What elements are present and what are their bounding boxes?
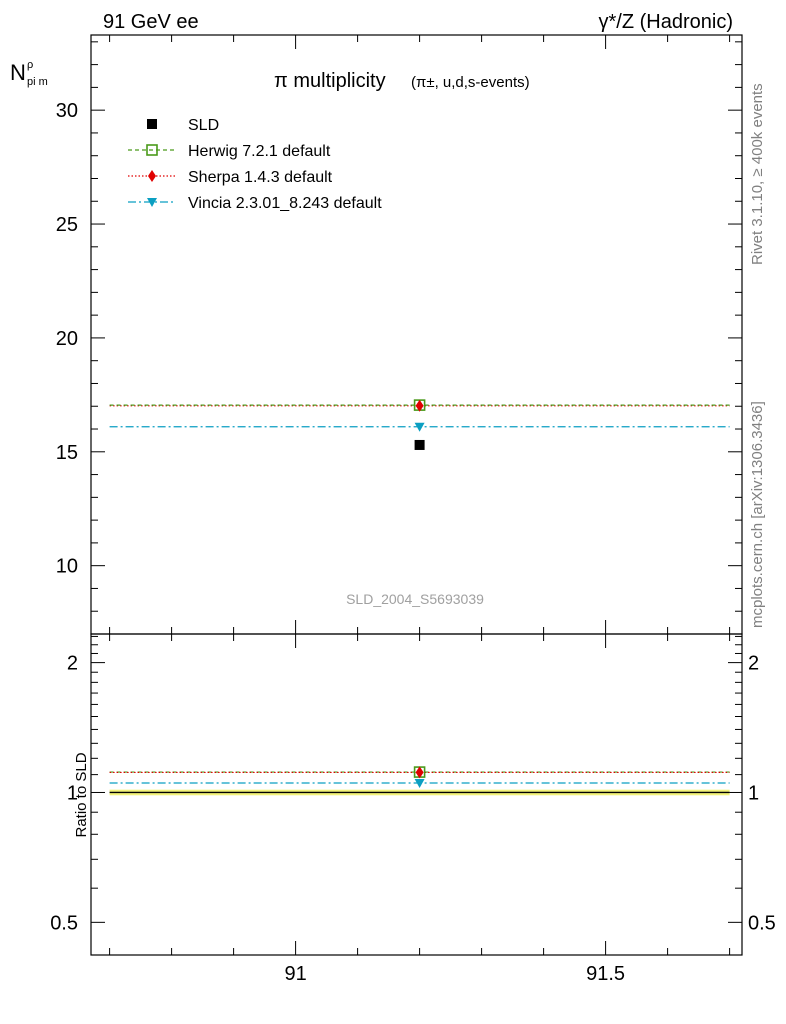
chart-title: π multiplicity (π±, u,d,s-events) — [274, 70, 530, 92]
ratio-series-point — [414, 778, 425, 788]
legend-marker — [147, 119, 157, 129]
ratio-uncertainty-band — [109, 789, 730, 796]
x-tick-label: 91.5 — [586, 963, 625, 985]
ratio-y-tick-label-right: 0.5 — [748, 912, 776, 934]
series-point — [414, 439, 425, 450]
legend-marker — [148, 170, 156, 182]
y-tick-label: 10 — [56, 556, 78, 578]
ratio-y-tick-label-right: 2 — [748, 653, 759, 675]
legend-marker — [146, 144, 158, 156]
legend: SLD Herwig 7.2.1 default Sherpa 1.4.3 defa… — [128, 117, 382, 212]
legend-label: SLD — [188, 117, 219, 134]
legend-marker — [147, 198, 157, 207]
legend-label: Vincia 2.3.01_8.243 default — [188, 195, 382, 212]
y-tick-label: 15 — [56, 442, 78, 464]
legend-label: Herwig 7.2.1 default — [188, 143, 331, 160]
ratio-y-tick-label: 2 — [67, 653, 78, 675]
y-tick-label: 30 — [56, 100, 78, 122]
y-tick-label: 20 — [56, 328, 78, 350]
ratio-series — [109, 766, 730, 788]
ratio-y-tick-label-right: 1 — [748, 782, 759, 804]
rivet-label: Rivet 3.1.10, ≥ 400k events — [749, 83, 766, 265]
ratio-y-tick-label: 0.5 — [50, 912, 78, 934]
header-right: γ*/Z (Hadronic) — [599, 11, 733, 33]
svg-text:ρ: ρ — [27, 59, 33, 71]
mcplots-label: mcplots.cern.ch [arXiv:1306.3436] — [749, 401, 766, 628]
svg-text:N: N — [10, 60, 26, 85]
chart-title-sub: (π±, u,d,s-events) — [411, 74, 530, 91]
x-tick-label: 91 — [284, 963, 306, 985]
x-axis: 91 91.5 — [109, 35, 731, 985]
ratio-ylabel: Ratio to SLD — [73, 752, 90, 837]
header-left: 91 GeV ee — [103, 11, 199, 33]
ratio-y-tick-label: 1 — [67, 782, 78, 804]
ratio-plot-frame — [90, 633, 743, 956]
main-y-axis: 10 15 20 25 30 — [56, 41, 742, 635]
series-point — [415, 399, 424, 412]
legend-label: Sherpa 1.4.3 default — [188, 169, 333, 186]
y-tick-label: 25 — [56, 214, 78, 236]
series-point — [414, 422, 425, 432]
svg-text:pi m: pi m — [27, 76, 48, 88]
main-series — [109, 399, 730, 450]
analysis-watermark: SLD_2004_S5693039 — [346, 591, 484, 607]
ratio-y-axis: 0.5 0.5 1 1 2 2 — [50, 635, 776, 934]
chart-title-main: π multiplicity — [274, 70, 386, 92]
ratio-series-point — [415, 766, 424, 779]
main-ylabel: N ρ pi m — [10, 59, 48, 88]
